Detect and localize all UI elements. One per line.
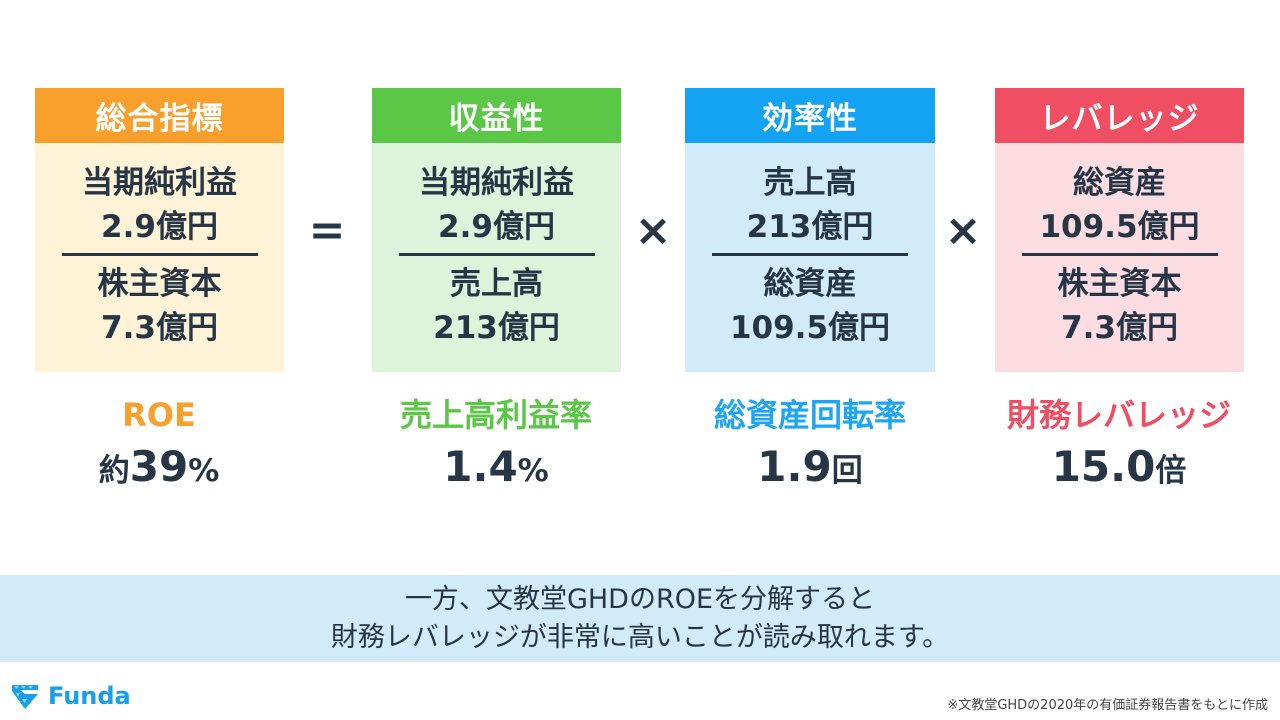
value-number: 39 <box>129 442 189 491</box>
metric-value-asset-turnover: 1.9回 <box>645 442 975 496</box>
box-leverage: レバレッジ 総資産 109.5億円 株主資本 7.3億円 <box>995 88 1244 372</box>
box-header: 総合指標 <box>35 88 284 143</box>
numerator-value: 2.9億円 <box>101 209 218 245</box>
multiply-operator: × <box>944 205 982 256</box>
box-title: レバレッジ <box>1039 101 1200 137</box>
numerator-value: 213億円 <box>746 209 874 245</box>
metric-value-profit-margin: 1.4% <box>331 442 661 496</box>
fraction-numerator: 当期純利益 2.9億円 <box>419 143 574 249</box>
fraction-denominator: 株主資本 7.3億円 <box>98 262 222 350</box>
note-line-2: 財務レバレッジが非常に高いことが読み取れます。 <box>330 621 950 653</box>
numerator-value: 109.5億円 <box>1039 209 1200 245</box>
metric-value-roe: 約39% <box>0 442 324 496</box>
box-body: 総資産 109.5億円 株主資本 7.3億円 <box>995 143 1244 372</box>
equals-operator: = <box>308 205 346 256</box>
metric-label-roe: ROE <box>122 396 196 434</box>
value-unit: 回 <box>831 453 863 489</box>
denominator-value: 213億円 <box>433 310 560 346</box>
fraction-bar <box>1021 253 1218 256</box>
numerator-label: 当期純利益 <box>419 165 574 201</box>
diamond-logo-icon <box>12 685 38 709</box>
box-body: 当期純利益 2.9億円 株主資本 7.3億円 <box>35 143 284 372</box>
summary-note: 一方、文教堂GHDのROEを分解すると 財務レバレッジが非常に高いことが読み取れ… <box>0 575 1280 662</box>
fraction-numerator: 総資産 109.5億円 <box>1039 143 1199 249</box>
box-body: 当期純利益 2.9億円 売上高 213億円 <box>372 143 621 372</box>
fraction-numerator: 当期純利益 2.9億円 <box>82 143 237 249</box>
logo-text: Funda <box>48 682 131 710</box>
numerator-label: 総資産 <box>1073 165 1166 201</box>
denominator-label: 総資産 <box>763 266 857 302</box>
box-title: 収益性 <box>448 101 545 137</box>
denominator-label: 株主資本 <box>1057 266 1182 302</box>
fraction-denominator: 売上高 213億円 <box>433 262 560 350</box>
value-unit: % <box>517 453 549 489</box>
metric-label-profit-margin: 売上高利益率 <box>399 396 592 434</box>
box-efficiency: 効率性 売上高 213億円 総資産 109.5億円 <box>685 88 935 372</box>
source-footnote: ※文教堂GHDの2020年の有価証券報告書をもとに作成 <box>947 698 1268 713</box>
numerator-value: 2.9億円 <box>438 209 555 245</box>
value-number: 1.9 <box>757 442 832 491</box>
fraction-bar <box>398 253 595 256</box>
box-header: レバレッジ <box>995 88 1244 143</box>
fraction-denominator: 株主資本 7.3億円 <box>1058 262 1182 350</box>
box-header: 収益性 <box>372 88 621 143</box>
box-title: 総合指標 <box>95 101 224 137</box>
fraction-denominator: 総資産 109.5億円 <box>730 262 890 350</box>
denominator-value: 7.3億円 <box>101 310 218 346</box>
metric-label-asset-turnover: 総資産回転率 <box>713 396 906 434</box>
value-prefix: 約 <box>98 453 130 489</box>
box-header: 効率性 <box>685 88 935 143</box>
funda-logo: Funda <box>10 681 131 711</box>
fraction-bar <box>712 253 908 256</box>
denominator-label: 株主資本 <box>97 266 222 302</box>
box-profitability: 収益性 当期純利益 2.9億円 売上高 213億円 <box>372 88 621 372</box>
note-line-1: 一方、文教堂GHDのROEを分解すると <box>404 583 876 615</box>
numerator-label: 当期純利益 <box>82 165 237 201</box>
value-unit: % <box>188 453 220 489</box>
denominator-label: 売上高 <box>450 266 543 302</box>
value-unit: 倍 <box>1155 453 1187 489</box>
fraction-numerator: 売上高 213億円 <box>747 143 874 249</box>
value-number: 1.4 <box>443 442 518 491</box>
box-overall-index: 総合指標 当期純利益 2.9億円 株主資本 7.3億円 <box>35 88 284 372</box>
box-title: 効率性 <box>762 101 858 137</box>
fraction-bar <box>61 253 258 256</box>
metric-value-financial-leverage: 15.0倍 <box>954 442 1280 496</box>
denominator-value: 109.5億円 <box>729 310 891 346</box>
denominator-value: 7.3億円 <box>1061 310 1178 346</box>
multiply-operator: × <box>634 205 672 256</box>
value-number: 15.0 <box>1051 442 1156 491</box>
box-body: 売上高 213億円 総資産 109.5億円 <box>685 143 935 372</box>
numerator-label: 売上高 <box>763 165 857 201</box>
metric-label-financial-leverage: 財務レバレッジ <box>1006 396 1231 434</box>
